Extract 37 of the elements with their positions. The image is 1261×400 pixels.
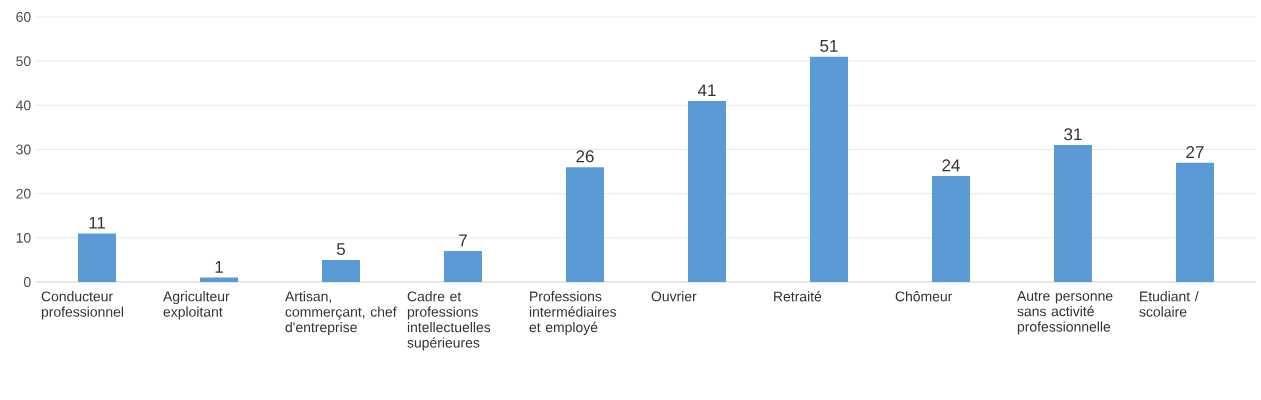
- y-tick-label: 60: [16, 12, 31, 22]
- x-tick-label: Ouvrier: [651, 291, 697, 302]
- data-label: 41: [697, 84, 716, 97]
- bar: [200, 277, 238, 282]
- y-tick-label: 30: [16, 144, 31, 155]
- bar: [931, 176, 970, 282]
- x-tick-label: Conducteur professionnel: [41, 291, 124, 320]
- bar: [1053, 145, 1092, 282]
- bar: [78, 233, 117, 282]
- data-label: 26: [576, 150, 594, 163]
- x-tick-label: Professions intermédiaires et employé: [529, 291, 617, 335]
- data-label: 5: [336, 243, 345, 256]
- bar: [565, 167, 604, 282]
- x-tick-label: Autre personne sans activité professionnelle: [1017, 291, 1113, 335]
- x-tick-label: Chômeur: [895, 291, 953, 302]
- data-label: 7: [459, 234, 467, 247]
- bar: [809, 56, 848, 282]
- y-tick-label: 0: [23, 277, 31, 287]
- bar: [1175, 162, 1214, 282]
- data-label: 31: [1064, 128, 1082, 141]
- data-label: 11: [89, 216, 105, 229]
- data-label: 27: [1186, 146, 1204, 158]
- bar: [687, 100, 726, 282]
- x-tick-label: Agriculteur exploitant: [163, 291, 230, 320]
- y-tick-label: 10: [16, 232, 31, 243]
- data-label: 51: [820, 40, 838, 52]
- x-tick-label: Etudiant / scolaire: [1139, 291, 1199, 317]
- bar: [443, 251, 482, 282]
- data-label: 1: [215, 261, 223, 273]
- bar: [321, 259, 360, 282]
- x-tick-label: Cadre et professions intellectuelles supérieures: [407, 291, 491, 351]
- y-tick-label: 20: [16, 188, 31, 199]
- y-tick-label: 50: [16, 56, 31, 67]
- x-tick-label: Retraité: [774, 291, 822, 302]
- data-label: 24: [942, 159, 960, 172]
- y-tick-label: 40: [15, 100, 31, 111]
- x-tick-label: Artisan, commerçant, chef d'entreprise: [285, 291, 397, 335]
